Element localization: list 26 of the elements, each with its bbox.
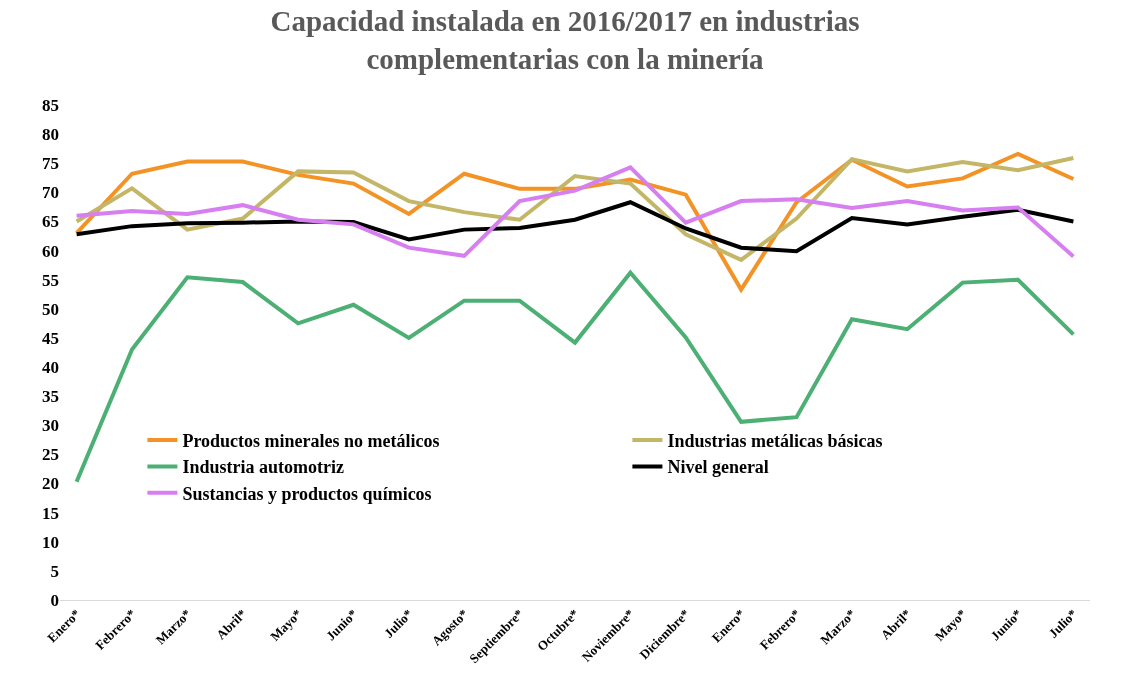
line-series (74, 270, 1076, 484)
legend-label: Industria automotriz (182, 457, 344, 478)
legend-label: Sustancias y productos químicos (182, 483, 432, 504)
y-tick-label: 50 (42, 299, 59, 319)
y-tick-label: 25 (42, 445, 59, 465)
line-series (74, 200, 1076, 254)
y-tick-label: 55 (42, 270, 59, 290)
y-tick-label: 65 (42, 212, 59, 232)
y-tick-label: 30 (42, 416, 59, 436)
chart-title: Capacidad instalada en 2016/2017 en industrias complementarias con la minería (270, 5, 860, 75)
y-tick-label: 80 (42, 125, 59, 145)
legend-label: Industrias metálicas básicas (667, 431, 883, 452)
y-tick-label: 40 (42, 358, 59, 378)
y-tick-label: 35 (42, 387, 59, 407)
y-tick-label: 5 (50, 561, 59, 581)
legend-label: Productos minerales no metálicos (182, 431, 440, 452)
y-tick-label: 10 (42, 532, 59, 552)
y-tick-label: 45 (42, 328, 59, 348)
y-tick-label: 0 (50, 590, 59, 610)
y-tick-label: 85 (42, 95, 59, 115)
y-tick-label: 60 (42, 241, 59, 261)
y-tick-label: 15 (42, 503, 59, 523)
y-tick-label: 75 (42, 154, 59, 174)
y-tick-label: 20 (42, 474, 59, 494)
legend-label: Nivel general (667, 457, 769, 478)
y-tick-label: 70 (42, 183, 59, 203)
